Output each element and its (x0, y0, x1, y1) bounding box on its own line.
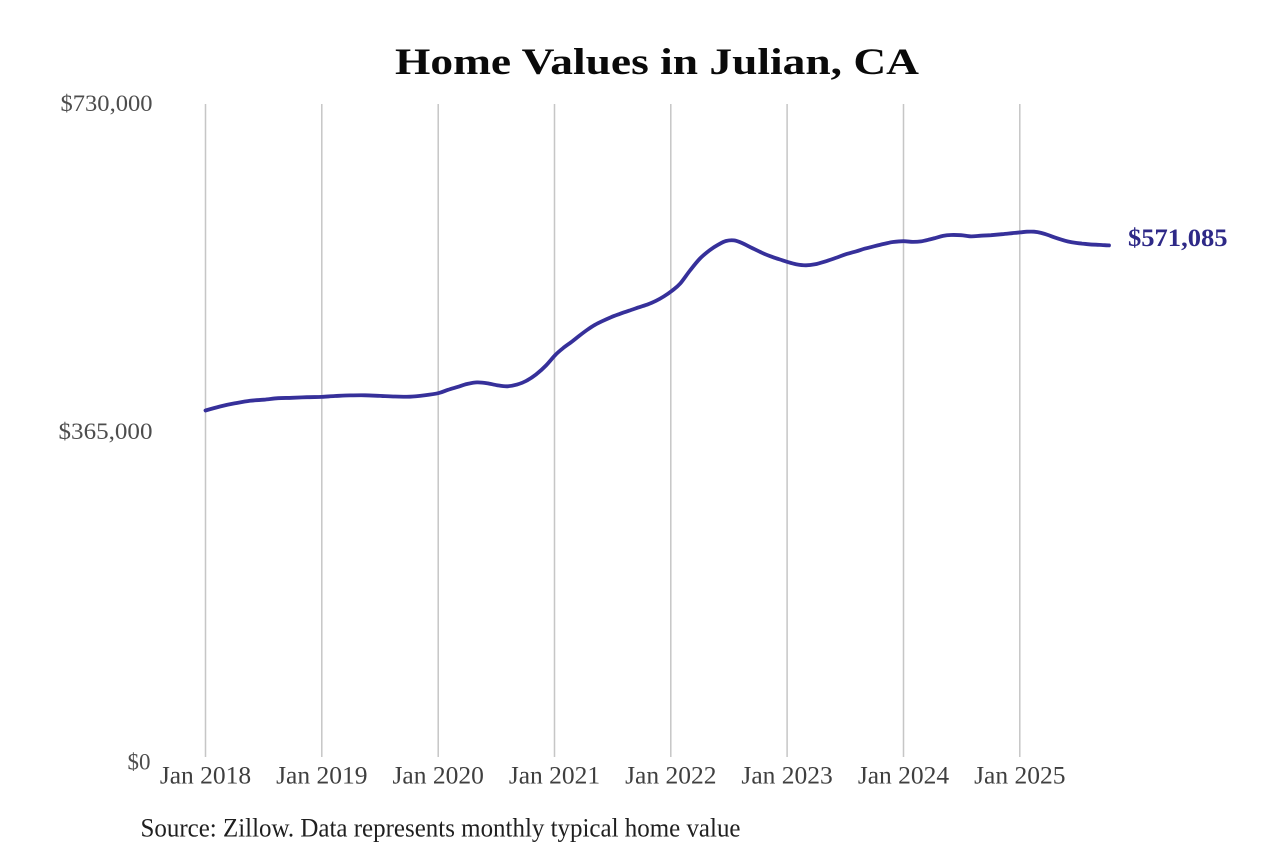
svg-text:Source: Zillow. Data represent: Source: Zillow. Data represents monthly … (141, 814, 741, 843)
svg-text:Jan 2020: Jan 2020 (393, 761, 484, 790)
svg-text:$730,000: $730,000 (61, 91, 153, 116)
svg-text:$0: $0 (128, 750, 151, 775)
svg-text:Jan 2019: Jan 2019 (276, 761, 367, 790)
svg-text:Jan 2022: Jan 2022 (625, 761, 716, 790)
svg-text:Jan 2018: Jan 2018 (160, 761, 251, 790)
svg-text:$571,085: $571,085 (1128, 225, 1228, 252)
svg-text:Jan 2021: Jan 2021 (509, 761, 600, 790)
svg-text:Jan 2025: Jan 2025 (974, 761, 1065, 790)
svg-text:Home Values in Julian, CA: Home Values in Julian, CA (395, 42, 919, 83)
svg-text:Jan 2023: Jan 2023 (741, 761, 832, 790)
svg-text:$365,000: $365,000 (59, 419, 153, 444)
svg-text:Jan 2024: Jan 2024 (858, 761, 950, 790)
